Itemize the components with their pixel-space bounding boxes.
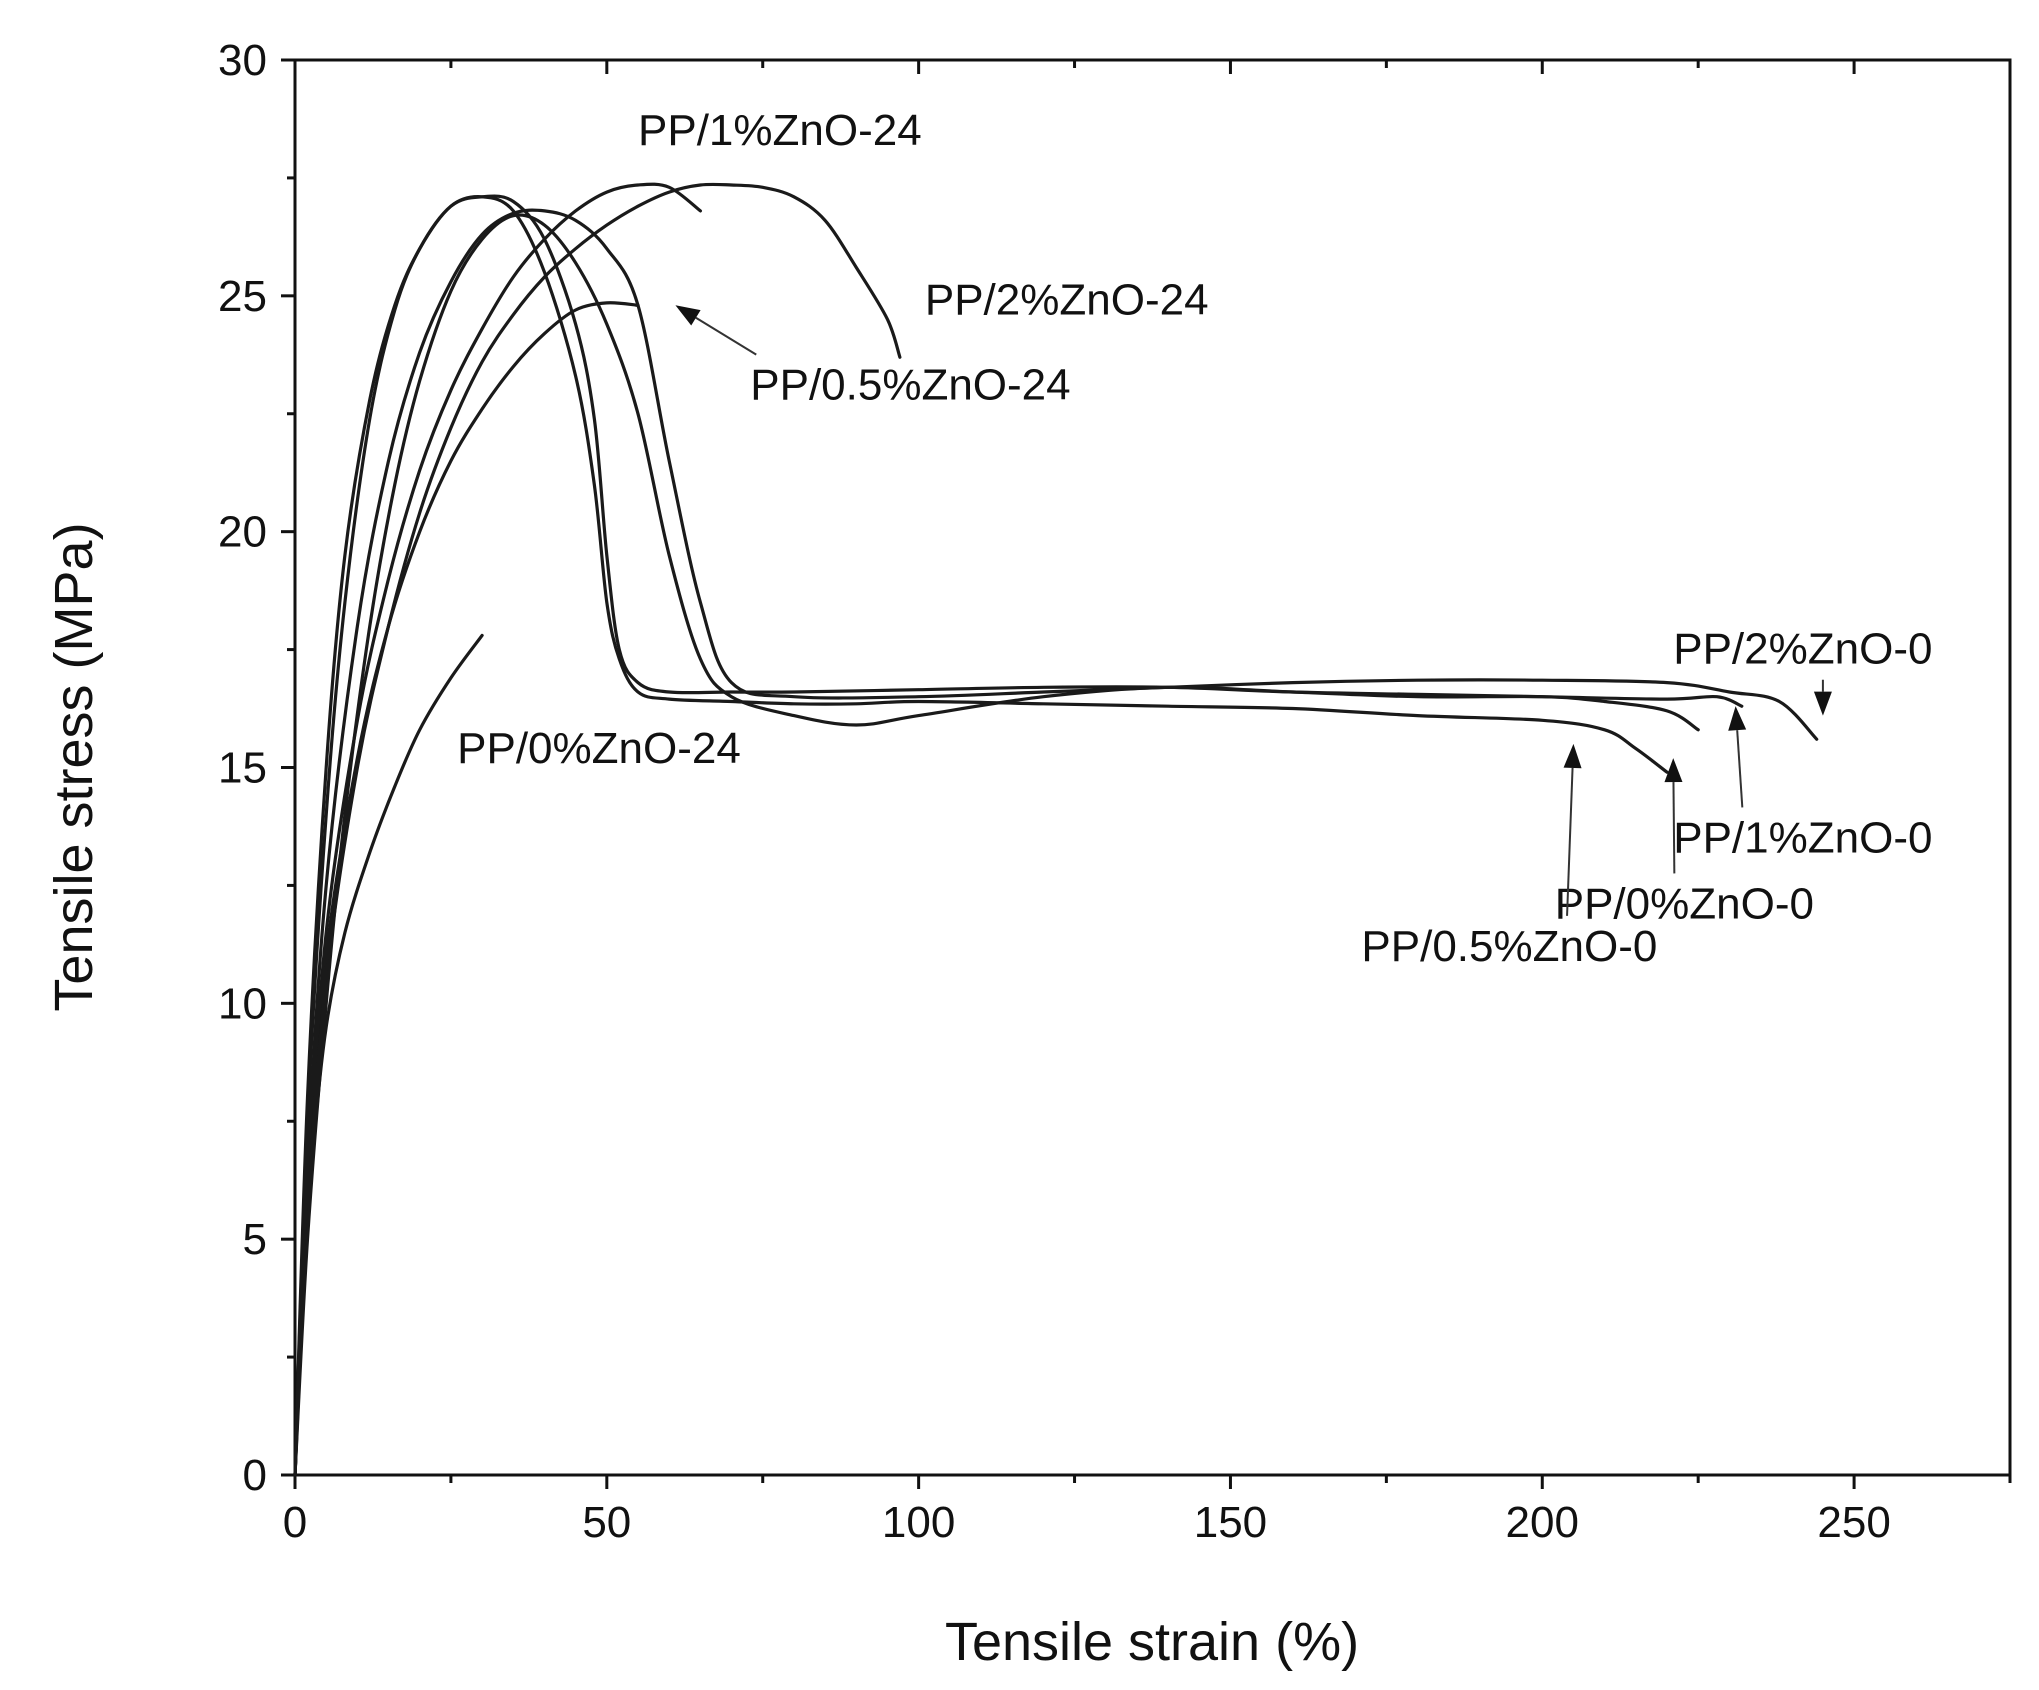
y-tick-label: 25 xyxy=(218,272,267,321)
x-tick-label: 200 xyxy=(1506,1498,1579,1547)
x-tick-label: 50 xyxy=(582,1498,631,1547)
curve-pp-1-zno-24 xyxy=(293,182,702,1477)
arrow-head xyxy=(675,305,701,326)
axis-ticks: 0 50 100 150 200 250 0 5 10 15 20 25 30 xyxy=(218,36,2012,1547)
y-tick-label: 5 xyxy=(243,1215,267,1264)
annotation-label: PP/0.5%ZnO-24 xyxy=(750,361,1070,410)
x-tick-label: 250 xyxy=(1817,1498,1890,1547)
annotation-label: PP/0.5%ZnO-0 xyxy=(1361,922,1657,971)
arrow-line xyxy=(1566,767,1574,916)
x-tick-label: 100 xyxy=(882,1498,955,1547)
annotation-label: PP/0%ZnO-0 xyxy=(1555,879,1814,928)
annotation-label: PP/1%ZnO-24 xyxy=(638,106,922,155)
curve-pp-0-5-zno-24 xyxy=(293,301,640,1477)
x-tick-label: 0 xyxy=(283,1498,307,1547)
annotation-label: PP/0%ZnO-24 xyxy=(457,724,741,773)
x-axis-title: Tensile strain (%) xyxy=(945,1612,1359,1672)
x-tick-label: 150 xyxy=(1194,1498,1267,1547)
y-tick-label: 10 xyxy=(218,979,267,1028)
y-tick-label: 20 xyxy=(218,508,267,557)
arrow-head xyxy=(1813,691,1832,716)
y-tick-label: 15 xyxy=(218,744,267,793)
y-tick-label: 30 xyxy=(218,36,267,85)
y-tick-label: 0 xyxy=(243,1451,267,1500)
curve-pp-0-zno-0 xyxy=(293,195,1669,1477)
y-axis-title: Tensile stress (MPa) xyxy=(44,522,104,1011)
arrow-head xyxy=(1664,758,1683,783)
annotation-label: PP/2%ZnO-24 xyxy=(925,276,1209,325)
curve-pp-2-zno-0 xyxy=(293,208,1819,1477)
arrow-line xyxy=(695,316,757,356)
annotations: PP/1%ZnO-24 PP/2%ZnO-24 PP/0.5%ZnO-24 PP/0%… xyxy=(457,106,1932,971)
annotation-label: PP/1%ZnO-0 xyxy=(1673,813,1932,862)
arrow-head xyxy=(1563,743,1582,769)
annotation-label: PP/2%ZnO-0 xyxy=(1673,625,1932,674)
arrow-line xyxy=(1672,782,1676,874)
arrow-line xyxy=(1736,730,1744,808)
curve-pp-1-zno-0 xyxy=(293,194,1744,1477)
curves xyxy=(293,182,1819,1477)
arrow-head xyxy=(1728,706,1747,731)
